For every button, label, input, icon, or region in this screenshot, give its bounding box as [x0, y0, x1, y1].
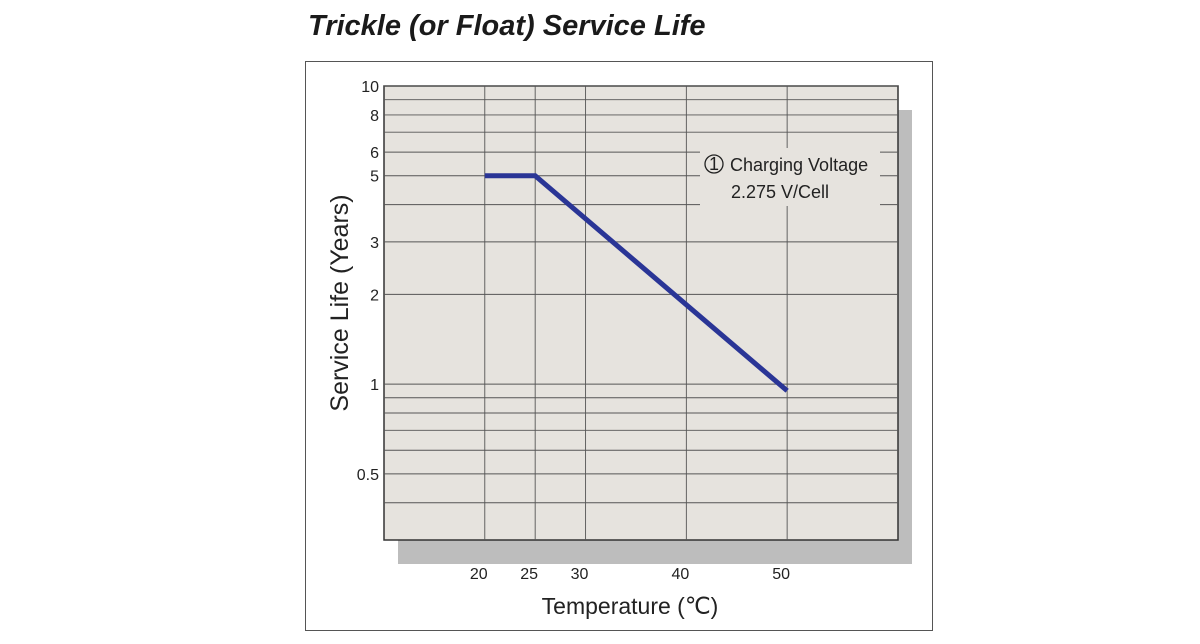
y-tick-label: 6: [370, 145, 379, 162]
annotation-box: [700, 148, 880, 206]
y-tick-label: 2: [370, 287, 379, 304]
annotation-line-2: 2.275 V/Cell: [731, 182, 829, 202]
y-tick-label: 10: [361, 79, 379, 96]
y-tick-label: 5: [370, 169, 379, 186]
annotation-marker-circle: [704, 154, 724, 174]
x-tick-label: 20: [470, 566, 488, 583]
x-tick-label: 25: [520, 566, 538, 583]
y-tick-label: 3: [370, 235, 379, 252]
y-tick-label: 8: [370, 108, 379, 125]
y-axis-title: Service Life (Years): [326, 194, 354, 411]
annotation: 1 Charging Voltage 2.275 V/Cell: [700, 148, 880, 206]
chart-title: Trickle (or Float) Service Life: [308, 10, 706, 42]
annotation-line-1: Charging Voltage: [730, 155, 868, 175]
annotation-marker-number: 1: [709, 154, 719, 174]
series-layer: [484, 173, 789, 393]
x-axis-title: Temperature (℃): [542, 593, 719, 619]
y-tick-label: 1: [370, 377, 379, 394]
x-tick-label: 50: [772, 566, 790, 583]
y-tick-label: 0.5: [357, 467, 379, 484]
x-tick-label: 30: [571, 566, 589, 583]
x-tick-label: 40: [671, 566, 689, 583]
tick-labels: 0.5 1 2 3 5 6 8 10 20 25 30 40 50: [357, 79, 790, 583]
